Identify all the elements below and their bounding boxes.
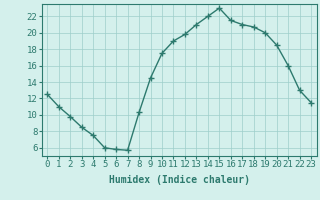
X-axis label: Humidex (Indice chaleur): Humidex (Indice chaleur) bbox=[109, 175, 250, 185]
